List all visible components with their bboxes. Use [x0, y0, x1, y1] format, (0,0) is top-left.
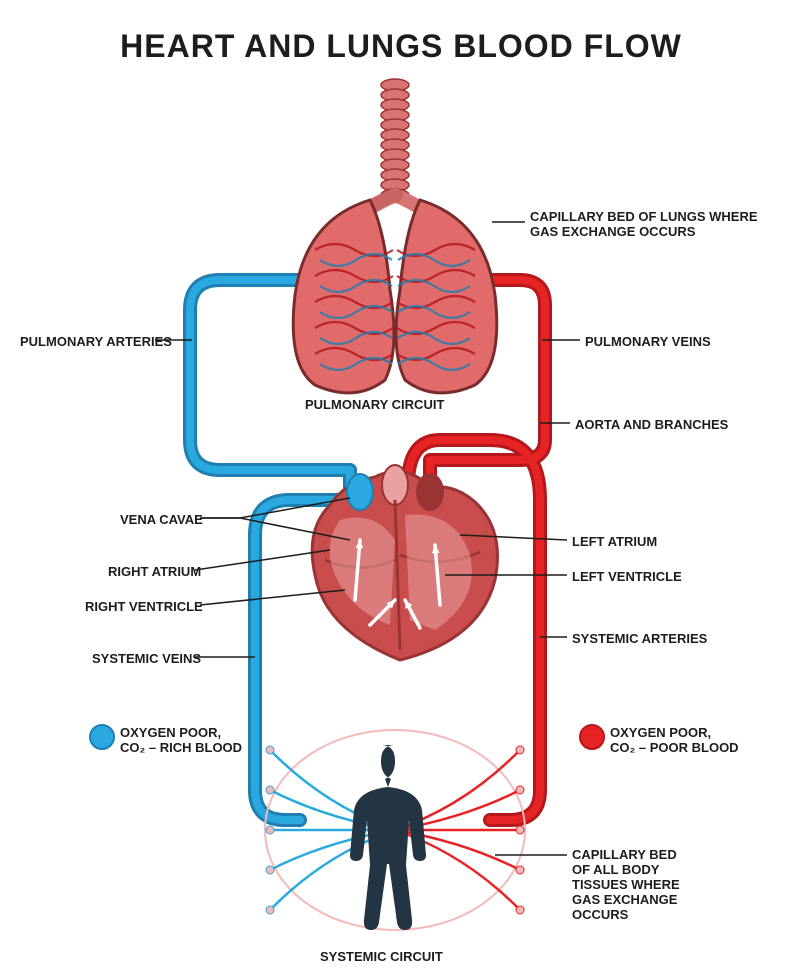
- label-right-atrium: RIGHT ATRIUM: [108, 565, 201, 580]
- label-pulmonary-circuit: PULMONARY CIRCUIT: [305, 398, 444, 413]
- label-aorta-branches: AORTA AND BRANCHES: [575, 418, 728, 433]
- label-systemic-veins: SYSTEMIC VEINS: [92, 652, 201, 667]
- label-vena-cavae: VENA CAVAE: [120, 513, 203, 528]
- label-systemic-arteries: SYSTEMIC ARTERIES: [572, 632, 707, 647]
- label-pulmonary-veins: PULMONARY VEINS: [585, 335, 711, 350]
- svg-layer: [0, 0, 802, 980]
- diagram-canvas: HEART AND LUNGS BLOOD FLOW PULMONARY CIR…: [0, 0, 802, 980]
- legend-dot-red: [579, 724, 605, 750]
- label-legend-red: OXYGEN POOR, CO₂ – POOR BLOOD: [610, 726, 739, 756]
- label-right-ventricle: RIGHT VENTRICLE: [85, 600, 203, 615]
- label-pulmonary-arteries: PULMONARY ARTERIES: [20, 335, 172, 350]
- legend-dot-blue: [89, 724, 115, 750]
- label-capillary-lungs: CAPILLARY BED OF LUNGS WHERE GAS EXCHANG…: [530, 210, 758, 240]
- label-left-ventricle: LEFT VENTRICLE: [572, 570, 682, 585]
- label-capillary-body: CAPILLARY BED OF ALL BODY TISSUES WHERE …: [572, 848, 680, 923]
- label-systemic-circuit: SYSTEMIC CIRCUIT: [320, 950, 443, 965]
- label-left-atrium: LEFT ATRIUM: [572, 535, 657, 550]
- label-legend-blue: OXYGEN POOR, CO₂ – RICH BLOOD: [120, 726, 242, 756]
